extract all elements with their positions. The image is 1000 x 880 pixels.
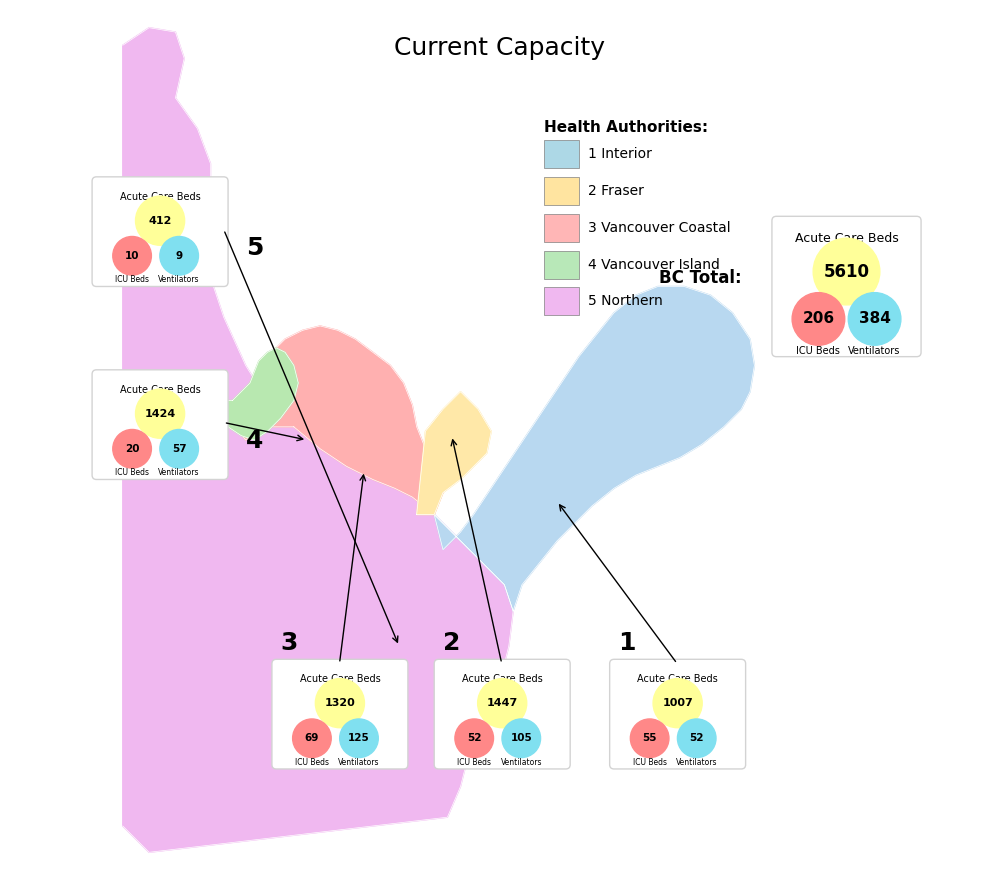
Text: 125: 125 [348,733,370,744]
Circle shape [478,678,527,728]
Text: 57: 57 [172,444,186,454]
Text: 3 Vancouver Coastal: 3 Vancouver Coastal [588,221,730,235]
Text: Acute Care Beds: Acute Care Beds [795,232,898,246]
FancyBboxPatch shape [92,370,228,480]
Circle shape [315,678,364,728]
Text: 52: 52 [467,733,481,744]
Text: Acute Care Beds: Acute Care Beds [462,674,543,685]
Text: Acute Care Beds: Acute Care Beds [120,192,200,202]
Circle shape [293,719,331,758]
Text: 4 Vancouver Island: 4 Vancouver Island [588,258,720,272]
Text: 5: 5 [246,236,263,260]
Text: ICU Beds: ICU Beds [633,758,667,766]
Circle shape [848,293,901,345]
Polygon shape [434,287,754,611]
Text: Current Capacity: Current Capacity [394,36,606,61]
Text: 384: 384 [859,312,891,326]
Text: ICU Beds: ICU Beds [457,758,491,766]
Text: ICU Beds: ICU Beds [115,275,149,284]
FancyBboxPatch shape [544,214,579,242]
Circle shape [792,293,845,345]
Text: Acute Care Beds: Acute Care Beds [637,674,718,685]
Text: 5 Northern: 5 Northern [588,295,662,308]
Text: 2: 2 [443,631,460,655]
Text: Acute Care Beds: Acute Care Beds [120,385,200,395]
Text: 4: 4 [246,429,263,453]
FancyBboxPatch shape [544,140,579,168]
Circle shape [630,719,669,758]
Text: 3: 3 [281,631,298,655]
Circle shape [677,719,716,758]
Circle shape [160,429,198,468]
Text: Ventilators: Ventilators [338,758,380,766]
Polygon shape [215,348,298,440]
Circle shape [653,678,702,728]
FancyBboxPatch shape [544,177,579,205]
Polygon shape [417,392,491,515]
Text: 1007: 1007 [662,698,693,708]
Text: 1424: 1424 [144,408,176,419]
Text: 10: 10 [125,251,139,260]
Circle shape [136,389,185,438]
Circle shape [502,719,541,758]
Text: Health Authorities:: Health Authorities: [544,120,708,135]
Text: 55: 55 [642,733,657,744]
FancyBboxPatch shape [610,659,746,769]
Text: 1: 1 [618,631,636,655]
Text: 412: 412 [148,216,172,225]
Text: 1320: 1320 [325,698,355,708]
Text: 9: 9 [176,251,183,260]
Text: 69: 69 [305,733,319,744]
Text: 105: 105 [510,733,532,744]
FancyBboxPatch shape [544,251,579,279]
Text: 1447: 1447 [487,698,518,708]
Text: Ventilators: Ventilators [501,758,542,766]
Circle shape [113,429,151,468]
Text: 52: 52 [689,733,704,744]
Text: 2 Fraser: 2 Fraser [588,184,644,198]
Circle shape [813,238,880,304]
Text: Ventilators: Ventilators [676,758,717,766]
FancyBboxPatch shape [772,216,921,356]
Text: 1 Interior: 1 Interior [588,147,652,161]
Text: 20: 20 [125,444,139,454]
Text: BC Total:: BC Total: [659,268,741,287]
Text: 206: 206 [802,312,834,326]
Text: Acute Care Beds: Acute Care Beds [300,674,380,685]
Text: Ventilators: Ventilators [158,468,200,477]
FancyBboxPatch shape [434,659,570,769]
Circle shape [455,719,494,758]
Circle shape [136,196,185,246]
FancyBboxPatch shape [92,177,228,287]
Text: ICU Beds: ICU Beds [115,468,149,477]
FancyBboxPatch shape [544,288,579,315]
Polygon shape [232,326,443,515]
Text: 5610: 5610 [824,262,870,281]
Text: ICU Beds: ICU Beds [796,346,840,356]
Polygon shape [123,27,513,853]
Text: Ventilators: Ventilators [848,346,901,356]
Circle shape [160,237,198,275]
Circle shape [340,719,378,758]
Text: ICU Beds: ICU Beds [295,758,329,766]
Text: Ventilators: Ventilators [158,275,200,284]
Circle shape [113,237,151,275]
FancyBboxPatch shape [272,659,408,769]
